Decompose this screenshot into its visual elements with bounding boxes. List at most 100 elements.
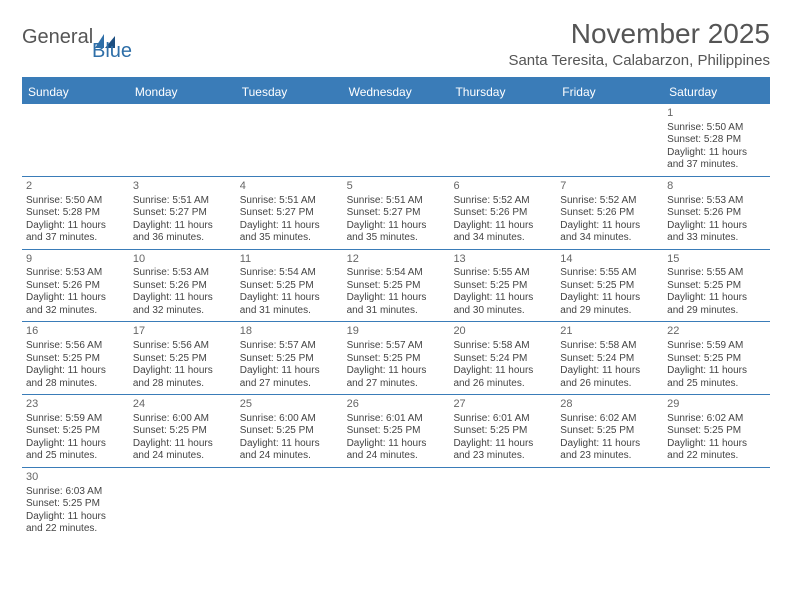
sunrise-text: Sunrise: 5:51 AM (347, 195, 446, 208)
sunrise-text: Sunrise: 5:57 AM (347, 340, 446, 353)
empty-cell (129, 104, 236, 176)
sunset-text: Sunset: 5:25 PM (240, 425, 339, 438)
daylight-text: Daylight: 11 hours and 28 minutes. (133, 365, 232, 390)
day-cell: 2Sunrise: 5:50 AMSunset: 5:28 PMDaylight… (22, 177, 129, 249)
sunrise-text: Sunrise: 5:55 AM (667, 267, 766, 280)
day-number: 21 (560, 325, 659, 339)
day-cell: 22Sunrise: 5:59 AMSunset: 5:25 PMDayligh… (663, 322, 770, 394)
daylight-text: Daylight: 11 hours and 35 minutes. (347, 220, 446, 245)
day-cell: 21Sunrise: 5:58 AMSunset: 5:24 PMDayligh… (556, 322, 663, 394)
sunset-text: Sunset: 5:25 PM (667, 353, 766, 366)
week-row: 30Sunrise: 6:03 AMSunset: 5:25 PMDayligh… (22, 468, 770, 540)
day-cell: 14Sunrise: 5:55 AMSunset: 5:25 PMDayligh… (556, 250, 663, 322)
day-cell: 19Sunrise: 5:57 AMSunset: 5:25 PMDayligh… (343, 322, 450, 394)
sunrise-text: Sunrise: 5:51 AM (133, 195, 232, 208)
day-number: 13 (453, 253, 552, 267)
sunset-text: Sunset: 5:25 PM (240, 353, 339, 366)
day-number: 2 (26, 180, 125, 194)
day-cell: 24Sunrise: 6:00 AMSunset: 5:25 PMDayligh… (129, 395, 236, 467)
daylight-text: Daylight: 11 hours and 24 minutes. (133, 438, 232, 463)
daylight-text: Daylight: 11 hours and 33 minutes. (667, 220, 766, 245)
empty-cell (236, 468, 343, 540)
week-row: 16Sunrise: 5:56 AMSunset: 5:25 PMDayligh… (22, 322, 770, 395)
sunrise-text: Sunrise: 6:01 AM (453, 413, 552, 426)
calendar: Sunday Monday Tuesday Wednesday Thursday… (22, 77, 770, 540)
empty-cell (449, 468, 556, 540)
empty-cell (343, 104, 450, 176)
sunrise-text: Sunrise: 5:57 AM (240, 340, 339, 353)
day-cell: 12Sunrise: 5:54 AMSunset: 5:25 PMDayligh… (343, 250, 450, 322)
sunset-text: Sunset: 5:25 PM (347, 280, 446, 293)
sunset-text: Sunset: 5:25 PM (26, 498, 125, 511)
sunrise-text: Sunrise: 6:01 AM (347, 413, 446, 426)
daylight-text: Daylight: 11 hours and 29 minutes. (667, 292, 766, 317)
weeks-container: 1Sunrise: 5:50 AMSunset: 5:28 PMDaylight… (22, 104, 770, 540)
daylight-text: Daylight: 11 hours and 34 minutes. (453, 220, 552, 245)
empty-cell (449, 104, 556, 176)
daylight-text: Daylight: 11 hours and 31 minutes. (240, 292, 339, 317)
sunset-text: Sunset: 5:25 PM (560, 425, 659, 438)
sunset-text: Sunset: 5:26 PM (453, 207, 552, 220)
daylight-text: Daylight: 11 hours and 25 minutes. (26, 438, 125, 463)
day-cell: 11Sunrise: 5:54 AMSunset: 5:25 PMDayligh… (236, 250, 343, 322)
empty-cell (22, 104, 129, 176)
empty-cell (129, 468, 236, 540)
daylight-text: Daylight: 11 hours and 22 minutes. (667, 438, 766, 463)
sunset-text: Sunset: 5:27 PM (347, 207, 446, 220)
day-number: 22 (667, 325, 766, 339)
daylight-text: Daylight: 11 hours and 23 minutes. (560, 438, 659, 463)
empty-cell (556, 468, 663, 540)
daylight-text: Daylight: 11 hours and 34 minutes. (560, 220, 659, 245)
day-header-mon: Monday (129, 80, 236, 104)
sunset-text: Sunset: 5:28 PM (26, 207, 125, 220)
sunset-text: Sunset: 5:26 PM (26, 280, 125, 293)
daylight-text: Daylight: 11 hours and 26 minutes. (453, 365, 552, 390)
day-cell: 5Sunrise: 5:51 AMSunset: 5:27 PMDaylight… (343, 177, 450, 249)
day-header-sat: Saturday (663, 80, 770, 104)
day-number: 15 (667, 253, 766, 267)
logo-word-general: General (22, 26, 93, 49)
day-cell: 30Sunrise: 6:03 AMSunset: 5:25 PMDayligh… (22, 468, 129, 540)
day-header-tue: Tuesday (236, 80, 343, 104)
daylight-text: Daylight: 11 hours and 28 minutes. (26, 365, 125, 390)
sunrise-text: Sunrise: 5:51 AM (240, 195, 339, 208)
day-header-sun: Sunday (22, 80, 129, 104)
week-row: 1Sunrise: 5:50 AMSunset: 5:28 PMDaylight… (22, 104, 770, 177)
day-number: 12 (347, 253, 446, 267)
day-number: 23 (26, 398, 125, 412)
sunrise-text: Sunrise: 5:52 AM (453, 195, 552, 208)
sunset-text: Sunset: 5:25 PM (667, 280, 766, 293)
empty-cell (236, 104, 343, 176)
sunset-text: Sunset: 5:26 PM (560, 207, 659, 220)
month-title: November 2025 (508, 18, 770, 50)
day-number: 3 (133, 180, 232, 194)
day-cell: 25Sunrise: 6:00 AMSunset: 5:25 PMDayligh… (236, 395, 343, 467)
day-cell: 18Sunrise: 5:57 AMSunset: 5:25 PMDayligh… (236, 322, 343, 394)
day-cell: 8Sunrise: 5:53 AMSunset: 5:26 PMDaylight… (663, 177, 770, 249)
day-number: 10 (133, 253, 232, 267)
sunrise-text: Sunrise: 5:56 AM (26, 340, 125, 353)
sunrise-text: Sunrise: 5:58 AM (560, 340, 659, 353)
day-cell: 26Sunrise: 6:01 AMSunset: 5:25 PMDayligh… (343, 395, 450, 467)
day-number: 26 (347, 398, 446, 412)
day-header-wed: Wednesday (343, 80, 450, 104)
daylight-text: Daylight: 11 hours and 25 minutes. (667, 365, 766, 390)
day-number: 5 (347, 180, 446, 194)
sunrise-text: Sunrise: 5:53 AM (667, 195, 766, 208)
sunrise-text: Sunrise: 5:54 AM (240, 267, 339, 280)
day-number: 16 (26, 325, 125, 339)
daylight-text: Daylight: 11 hours and 30 minutes. (453, 292, 552, 317)
sunset-text: Sunset: 5:25 PM (133, 425, 232, 438)
sunrise-text: Sunrise: 6:02 AM (560, 413, 659, 426)
day-cell: 29Sunrise: 6:02 AMSunset: 5:25 PMDayligh… (663, 395, 770, 467)
day-cell: 17Sunrise: 5:56 AMSunset: 5:25 PMDayligh… (129, 322, 236, 394)
day-number: 1 (667, 107, 766, 121)
sunrise-text: Sunrise: 6:02 AM (667, 413, 766, 426)
week-row: 9Sunrise: 5:53 AMSunset: 5:26 PMDaylight… (22, 250, 770, 323)
day-number: 25 (240, 398, 339, 412)
empty-cell (663, 468, 770, 540)
sunset-text: Sunset: 5:25 PM (347, 353, 446, 366)
sunset-text: Sunset: 5:25 PM (133, 353, 232, 366)
day-number: 29 (667, 398, 766, 412)
daylight-text: Daylight: 11 hours and 29 minutes. (560, 292, 659, 317)
